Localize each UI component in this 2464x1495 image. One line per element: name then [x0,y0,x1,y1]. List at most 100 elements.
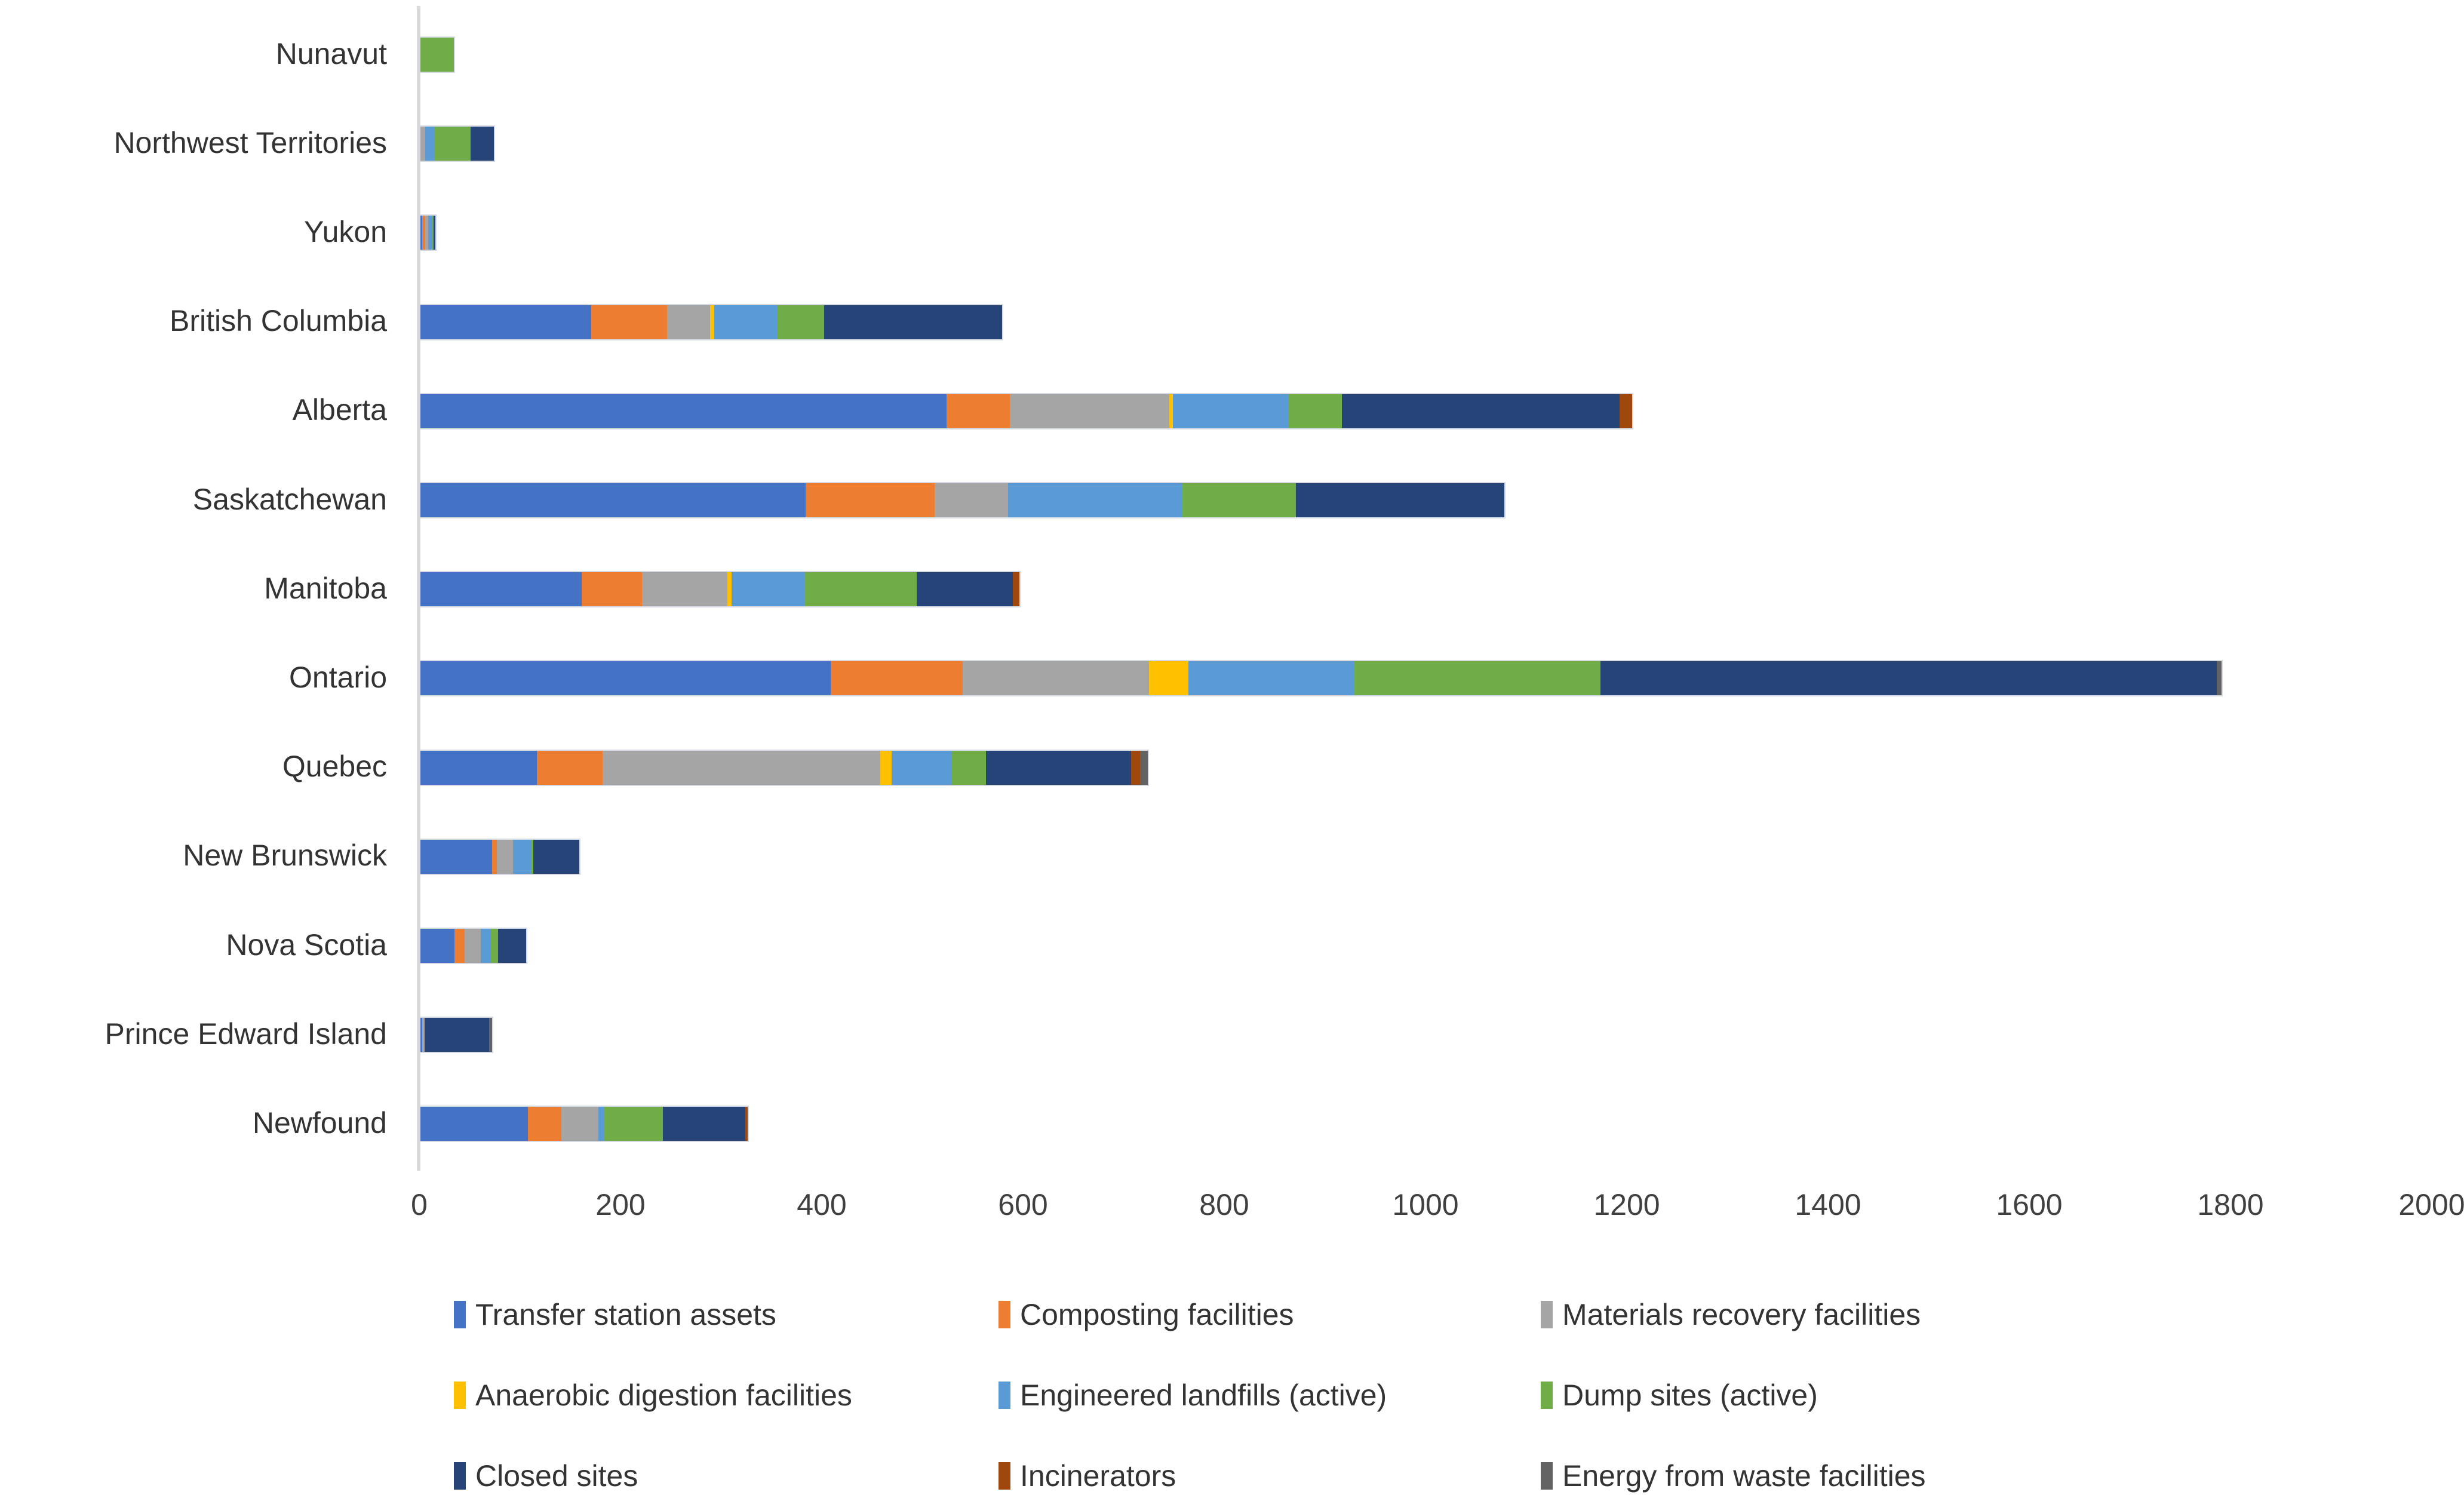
legend-item-incinerators: Incinerators [998,1459,1176,1493]
bar-segment-materials-recovery-facilities [666,305,711,339]
bar-segment-anaerobic-digestion-facilities [1169,394,1173,428]
legend-label: Engineered landfills (active) [1020,1379,1387,1412]
bar-segment-dump-sites-active [804,572,917,607]
bar-segment-closed-sites [1342,394,1620,428]
bar-segment-energy-from-waste-facilities [2216,661,2222,696]
y-axis-label: Ontario [289,660,387,694]
legend-label: Energy from waste facilities [1562,1459,1926,1493]
legend-swatch-engineered-landfills-active [998,1382,1010,1409]
bar-segment-engineered-landfills-active [731,572,805,607]
bar-segment-dump-sites-active [434,127,471,161]
bar-british-columbia [419,303,1003,340]
y-axis-label: Nova Scotia [226,928,387,962]
bar-segment-transfer-station-assets [420,216,423,250]
legend-label: Closed sites [475,1459,638,1493]
bar-ontario [419,660,2223,697]
bar-segment-engineered-landfills-active [598,1107,604,1141]
x-axis-tick-label: 200 [595,1188,646,1221]
x-axis-tick-label: 1400 [1795,1188,1861,1221]
bar-segment-dump-sites-active [1289,394,1342,428]
bar-new-brunswick [419,838,581,875]
bar-segment-anaerobic-digestion-facilities [727,572,732,607]
bar-segment-materials-recovery-facilities [422,1018,425,1052]
y-axis-label: British Columbia [169,304,387,338]
legend-label: Incinerators [1020,1459,1176,1493]
y-axis-label: Nunavut [275,36,387,70]
bar-segment-closed-sites [533,839,580,874]
bar-yukon [419,214,437,251]
x-axis-tick-label: 800 [1199,1188,1249,1221]
bar-segment-materials-recovery-facilities [425,216,429,250]
legend-swatch-closed-sites [454,1462,466,1490]
bar-segment-composting-facilities [947,394,1010,428]
bar-alberta [419,392,1633,429]
bar-northwest-territories [419,125,495,162]
chart-row-prince-edward-island: Prince Edward Island [0,989,2464,1078]
bar-segment-closed-sites [497,929,526,963]
chart-row-nunavut: Nunavut [0,9,2464,98]
bar-segment-energy-from-waste-facilities [1139,750,1148,785]
chart-row-quebec: Quebec [0,722,2464,811]
legend-label: Anaerobic digestion facilities [475,1379,852,1412]
bar-segment-transfer-station-assets [420,1018,423,1052]
bar-segment-transfer-station-assets [420,305,592,339]
legend-label: Materials recovery facilities [1562,1298,1921,1331]
y-axis-label: Northwest Territories [113,125,387,159]
y-axis-label: Prince Edward Island [105,1017,387,1051]
bar-segment-energy-from-waste-facilities [489,1018,492,1052]
legend-label: Composting facilities [1020,1298,1294,1331]
legend-item-closed-sites: Closed sites [454,1459,638,1493]
bar-segment-composting-facilities [528,1107,561,1141]
bar-segment-closed-sites [663,1107,746,1141]
bar-quebec [419,749,1150,786]
bar-segment-dump-sites-active [490,929,498,963]
bar-manitoba [419,571,1021,608]
bar-segment-transfer-station-assets [420,572,582,607]
bar-segment-transfer-station-assets [420,394,947,428]
y-axis-label: Manitoba [264,571,387,605]
bar-segment-closed-sites [1295,483,1504,518]
bar-segment-composting-facilities [454,929,465,963]
x-axis-tick-label: 1600 [1996,1188,2063,1221]
bar-segment-dump-sites-active [1182,483,1296,518]
bar-segment-composting-facilities [591,305,667,339]
chart-row-alberta: Alberta [0,366,2464,455]
legend-swatch-anaerobic-digestion-facilities [454,1382,466,1409]
bar-segment-composting-facilities [491,839,497,874]
bar-segment-materials-recovery-facilities [497,839,513,874]
bar-segment-closed-sites [471,127,494,161]
chart-row-manitoba: Manitoba [0,544,2464,633]
chart-row-new-brunswick: New Brunswick [0,811,2464,900]
y-axis-label: Quebec [282,750,387,784]
legend-item-anaerobic-digestion-facilities: Anaerobic digestion facilities [454,1378,852,1413]
bar-segment-materials-recovery-facilities [561,1107,599,1141]
bar-segment-incinerators [745,1107,748,1141]
y-axis-label: Yukon [303,214,387,248]
bar-nova-scotia [419,928,527,965]
bar-newfound [419,1106,749,1143]
bar-segment-transfer-station-assets [420,1107,529,1141]
legend-swatch-dump-sites-active [1541,1382,1553,1409]
bar-segment-composting-facilities [537,750,603,785]
y-axis-line [417,6,420,1171]
bar-segment-materials-recovery-facilities [1010,394,1169,428]
legend-label: Transfer station assets [475,1298,776,1331]
bar-segment-anaerobic-digestion-facilities [880,750,892,785]
chart-row-nova-scotia: Nova Scotia [0,900,2464,989]
bar-segment-closed-sites [985,750,1131,785]
bar-segment-dump-sites-active [431,216,434,250]
bar-segment-dump-sites-active [603,1107,663,1141]
bar-segment-materials-recovery-facilities [465,929,481,963]
bar-segment-anaerobic-digestion-facilities [710,305,714,339]
x-axis-tick-label: 1200 [1593,1188,1660,1221]
chart-row-northwest-territories: Northwest Territories [0,98,2464,187]
x-axis-tick-label: 1800 [2197,1188,2264,1221]
x-axis-tick-label: 0 [411,1188,428,1221]
bar-segment-composting-facilities [422,216,426,250]
bar-segment-incinerators [1013,572,1019,607]
x-axis-tick-label: 2000 [2398,1188,2464,1221]
bar-segment-closed-sites [916,572,1013,607]
bar-segment-composting-facilities [806,483,935,518]
y-axis-label: New Brunswick [183,839,387,873]
legend-item-energy-from-waste-facilities: Energy from waste facilities [1541,1459,1926,1493]
